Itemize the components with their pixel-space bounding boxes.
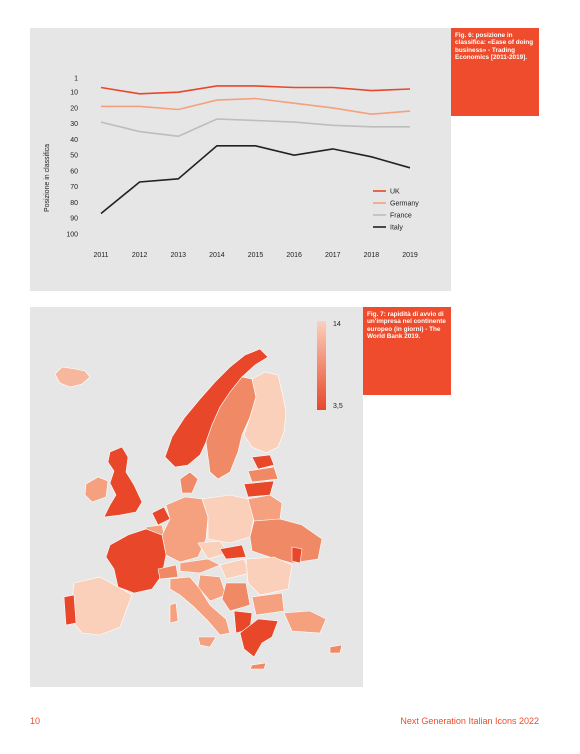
iceland xyxy=(54,366,91,388)
y-tick-label: 10 xyxy=(70,90,78,97)
x-tick-label: 2016 xyxy=(286,252,302,259)
belarus xyxy=(247,494,283,522)
footer-title: Next Generation Italian Icons 2022 xyxy=(400,716,539,726)
hungary xyxy=(219,558,251,580)
y-tick-label: 90 xyxy=(70,216,78,223)
norway xyxy=(164,348,269,468)
turkey-west xyxy=(283,610,327,634)
italy xyxy=(169,576,231,636)
series-line xyxy=(101,97,411,116)
y-axis-label: Posizione in classifica xyxy=(44,144,51,212)
y-tick-label: 50 xyxy=(70,153,78,160)
y-tick-label: 80 xyxy=(70,200,78,207)
europe-choropleth-map xyxy=(54,321,343,670)
x-tick-label: 2014 xyxy=(209,252,225,259)
scale-max-label: 14 xyxy=(333,321,341,328)
romania xyxy=(245,556,293,596)
legend-label: France xyxy=(390,213,412,220)
fig6-caption: Fig. 6: posizione in classifica: «Ease o… xyxy=(451,28,539,116)
y-tick-label: 20 xyxy=(70,105,78,112)
lithuania xyxy=(243,480,275,498)
x-tick-label: 2017 xyxy=(325,252,341,259)
y-tick-label: 60 xyxy=(70,168,78,175)
y-tick-label: 30 xyxy=(70,121,78,128)
fig7-map-panel: 14 3,5 xyxy=(30,307,363,687)
sicily xyxy=(197,636,217,648)
fig6-line-chart: Posizione in classifica 1 10 20 30 40 50 60 70 80… xyxy=(44,76,419,260)
denmark xyxy=(179,471,199,494)
ireland xyxy=(84,476,109,503)
series-line xyxy=(100,118,410,138)
x-tick-label: 2011 xyxy=(93,252,108,259)
y-tick-label: 1 xyxy=(74,76,78,83)
crete xyxy=(249,662,267,670)
moldova xyxy=(291,546,303,564)
map-countries xyxy=(54,348,343,670)
switzerland xyxy=(157,564,179,580)
portugal xyxy=(63,594,77,626)
y-tick-label: 40 xyxy=(70,137,78,144)
germany xyxy=(161,496,209,563)
x-tick-label: 2012 xyxy=(132,252,148,259)
serbia-bosnia xyxy=(221,582,251,612)
scale-min-label: 3,5 xyxy=(333,403,343,410)
uk xyxy=(103,446,143,518)
y-tick-label: 70 xyxy=(70,184,78,191)
x-tick-label: 2018 xyxy=(364,252,380,259)
color-scale-bar xyxy=(317,321,326,410)
page-number: 10 xyxy=(30,716,41,726)
x-tick-label: 2013 xyxy=(170,252,186,259)
slovenia-croatia xyxy=(197,574,227,602)
x-tick-label: 2015 xyxy=(248,252,264,259)
legend-label: Italy xyxy=(390,225,403,232)
austria xyxy=(179,558,221,574)
greece xyxy=(239,618,279,658)
series-line xyxy=(100,85,411,95)
latvia xyxy=(247,466,279,483)
fig7-caption: Fig. 7: rapidità di avvio di un'impresa … xyxy=(363,307,451,395)
slovakia xyxy=(219,544,247,560)
x-tick-label: 2019 xyxy=(402,252,418,259)
sardinia xyxy=(169,602,179,624)
legend-label: UK xyxy=(390,189,400,196)
series-line xyxy=(100,145,411,215)
finland xyxy=(243,371,287,454)
estonia xyxy=(251,454,275,470)
poland xyxy=(201,494,255,544)
legend-label: Germany xyxy=(390,201,419,208)
ukraine xyxy=(249,518,323,564)
france xyxy=(105,528,167,594)
fig6-chart-panel: Posizione in classifica 1 10 20 30 40 50 60 70 80… xyxy=(30,28,451,291)
y-tick-label: 100 xyxy=(66,232,78,239)
cyprus xyxy=(329,644,343,654)
bulgaria xyxy=(251,592,285,616)
